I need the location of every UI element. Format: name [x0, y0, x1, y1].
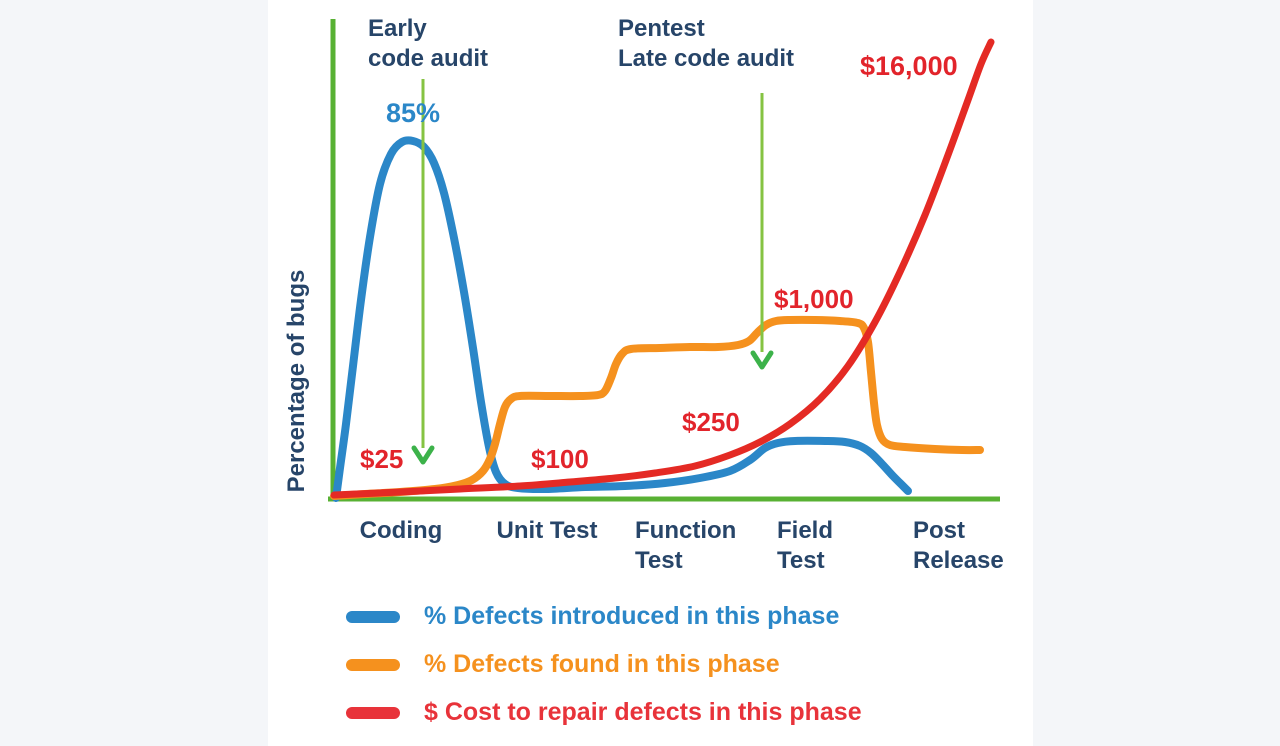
annotation-early-code-audit: Early code audit [368, 15, 489, 72]
cost-label-1000: $1,000 [774, 284, 854, 314]
legend: % Defects introduced in this phase % Def… [346, 601, 862, 728]
legend-label: $ Cost to repair defects in this phase [424, 698, 862, 726]
x-tick-unit-test: Unit Test [496, 517, 598, 544]
legend-swatch-blue-line [346, 610, 400, 623]
annotation-pentest-late-code-audit: Pentest Late code audit [618, 15, 795, 72]
legend-swatch-red-line [346, 706, 400, 719]
legend-label: % Defects introduced in this phase [424, 602, 840, 630]
legend-item-cost-to-repair: $ Cost to repair defects in this phase [346, 697, 862, 728]
y-axis-label: Percentage of bugs [283, 269, 310, 493]
cost-label-16000: $16,000 [860, 51, 958, 81]
legend-item-defects-introduced: % Defects introduced in this phase [346, 601, 862, 632]
cost-label-250: $250 [682, 407, 740, 437]
cost-label-25: $25 [360, 444, 404, 474]
x-tick-function-test: Function Test [635, 517, 737, 574]
x-tick-field-test: Field Test [777, 517, 834, 574]
cost-label-100: $100 [531, 444, 589, 474]
legend-swatch-orange-line [346, 658, 400, 671]
legend-item-defects-found: % Defects found in this phase [346, 649, 862, 680]
x-tick-post-release: Post Release [913, 517, 1004, 574]
legend-label: % Defects found in this phase [424, 650, 780, 678]
peak-85-percent-label: 85% [386, 98, 441, 128]
x-tick-coding: Coding [359, 517, 443, 544]
